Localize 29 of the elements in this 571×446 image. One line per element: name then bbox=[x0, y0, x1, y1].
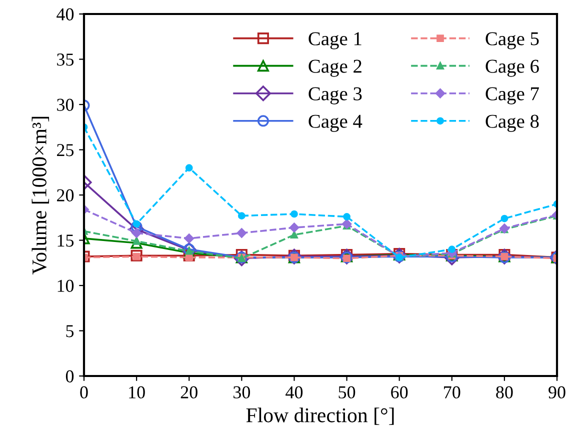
legend-label: Cage 6 bbox=[486, 60, 539, 77]
x-tick-label: 80 bbox=[496, 386, 513, 398]
y-tick-label: 30 bbox=[57, 98, 74, 111]
y-tick-label: 20 bbox=[57, 189, 74, 202]
y-tick-label: 25 bbox=[57, 144, 74, 156]
x-tick-label: 50 bbox=[338, 386, 356, 398]
y-tick-label: 0 bbox=[66, 370, 74, 382]
y-tick-label: 10 bbox=[58, 280, 74, 292]
y-tick-label: 15 bbox=[58, 234, 74, 247]
x-tick-label: 90 bbox=[548, 386, 566, 398]
legend-label: Cage 2 bbox=[308, 60, 362, 77]
x-tick-label: 20 bbox=[180, 386, 198, 398]
x-tick-label: 70 bbox=[444, 386, 460, 398]
legend-label: Cage 1 bbox=[308, 32, 362, 50]
legend-label: Cage 8 bbox=[486, 114, 539, 132]
legend-label: Cage 3 bbox=[308, 87, 362, 104]
y-tick-label: 35 bbox=[57, 54, 74, 66]
x-tick-label: 40 bbox=[286, 386, 303, 398]
x-tick-label: 10 bbox=[129, 386, 145, 398]
x-axis-title: Flow direction [°] bbox=[246, 408, 394, 425]
y-tick-label: 40 bbox=[56, 8, 74, 20]
x-tick-label: 60 bbox=[391, 386, 408, 398]
legend-label: Cage 7 bbox=[486, 87, 539, 104]
legend-label: Cage 5 bbox=[486, 32, 539, 50]
legend-label: Cage 4 bbox=[308, 114, 362, 132]
y-axis-title: Volume [1000×m³] bbox=[32, 116, 50, 274]
x-tick-label: 30 bbox=[234, 386, 250, 398]
y-tick-label: 5 bbox=[66, 325, 74, 338]
x-tick-label: 0 bbox=[80, 386, 88, 398]
